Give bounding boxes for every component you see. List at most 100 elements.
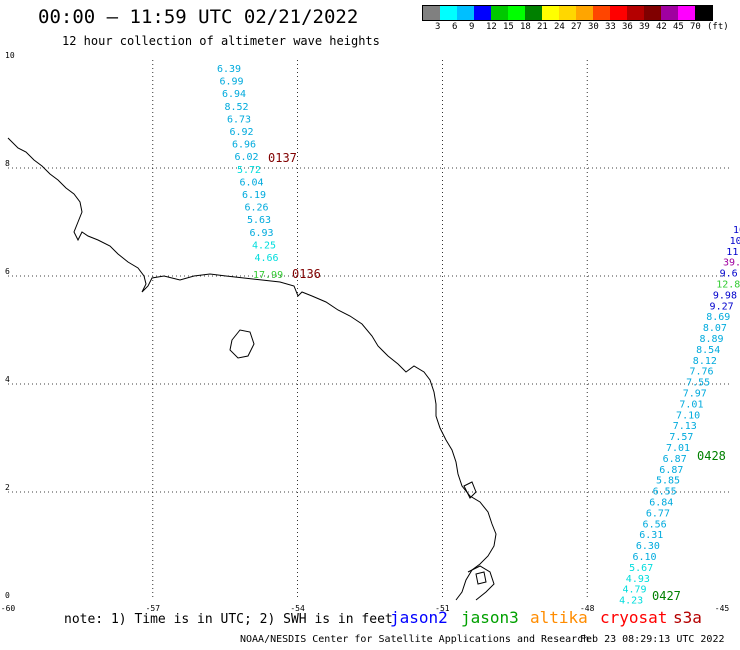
wave-height-value: 6.39	[217, 64, 241, 75]
pass-time-label: 0427	[652, 589, 681, 603]
wave-height-value: 7.97	[683, 389, 707, 400]
wave-height-value: 4.66	[255, 253, 279, 264]
wave-height-value: 8.12	[693, 356, 717, 367]
pass-time-label: 0428	[697, 449, 726, 463]
x-tick-label: -57	[146, 604, 161, 613]
legend-swatch	[627, 6, 644, 20]
wave-height-value: 7.01	[666, 443, 690, 454]
wave-height-value: 7.01	[679, 399, 703, 410]
y-tick-label: 0	[5, 591, 10, 600]
credit-text: NOAA/NESDIS Center for Satellite Applica…	[240, 634, 590, 645]
legend-swatch	[678, 6, 695, 20]
map-title: 00:00 – 11:59 UTC 02/21/2022	[38, 6, 359, 28]
legend-label: 6	[452, 22, 458, 32]
pass-time-label: 0137	[268, 151, 297, 165]
legend-label: 18	[520, 22, 531, 32]
wave-height-value: 7.76	[689, 367, 713, 378]
satellite-s3a-label: s3a	[673, 608, 702, 627]
legend-swatch	[576, 6, 593, 20]
legend-label: 42	[656, 22, 667, 32]
legend-label: 24	[554, 22, 565, 32]
legend-label: 15	[503, 22, 514, 32]
wave-height-value: 8.07	[703, 323, 727, 334]
wave-height-value: 11.	[726, 247, 740, 258]
wave-height-value: 4.93	[626, 574, 650, 585]
legend-swatch	[457, 6, 474, 20]
wave-height-value: 8.89	[700, 334, 724, 345]
wave-height-value: 6.73	[227, 114, 251, 125]
wave-height-value: 9.27	[710, 301, 734, 312]
wave-height-value: 6.96	[232, 140, 256, 151]
legend-swatch	[610, 6, 627, 20]
satellite-jason2-label: jason2	[390, 608, 448, 627]
pass-time-label: 0136	[292, 267, 321, 281]
wave-height-value: 6.87	[663, 454, 687, 465]
wave-height-value: 6.31	[639, 530, 663, 541]
wave-height-value: 4.25	[252, 240, 276, 251]
x-tick-label: -51	[435, 604, 450, 613]
y-tick-label: 2	[5, 483, 10, 492]
legend-swatch	[440, 6, 457, 20]
wave-height-value: 7.55	[686, 378, 710, 389]
legend-swatch	[542, 6, 559, 20]
color-legend	[422, 5, 713, 21]
legend-swatch	[559, 6, 576, 20]
wave-height-value: 9.6	[720, 269, 738, 280]
island	[463, 481, 477, 499]
legend-swatch	[423, 6, 440, 20]
wave-height-value: 8.54	[696, 345, 720, 356]
legend-label: (ft)	[707, 22, 729, 32]
legend-label: 27	[571, 22, 582, 32]
generated-timestamp: Feb 23 08:29:13 UTC 2022	[580, 634, 725, 645]
wave-height-value: 7.10	[676, 410, 700, 421]
wave-height-value: 7.13	[673, 421, 697, 432]
wave-height-value: 10	[730, 236, 740, 247]
wave-height-value: 4.23	[619, 596, 643, 607]
wave-height-value: 4.79	[622, 585, 646, 596]
coastline	[7, 137, 497, 601]
wave-height-value: 6.55	[653, 487, 677, 498]
wave-height-value: 6.02	[235, 152, 259, 163]
wave-height-value: 8.52	[225, 102, 249, 113]
x-tick-label: -48	[580, 604, 595, 613]
wave-height-value: 6.26	[245, 203, 269, 214]
map-subtitle: 12 hour collection of altimeter wave hei…	[62, 34, 380, 48]
legend-label: 3	[435, 22, 441, 32]
y-tick-label: 10	[5, 51, 15, 60]
legend-swatch	[695, 6, 712, 20]
wave-height-value: 6.77	[646, 508, 670, 519]
x-tick-label: -54	[290, 604, 305, 613]
legend-label: 21	[537, 22, 548, 32]
satellite-cryosat-label: cryosat	[600, 608, 668, 627]
legend-swatch	[661, 6, 678, 20]
legend-label: 33	[605, 22, 616, 32]
wave-height-value: 6.99	[220, 77, 244, 88]
legend-swatch	[593, 6, 610, 20]
satellite-jason3-label: jason3	[461, 608, 519, 627]
x-tick-label: -45	[715, 604, 730, 613]
legend-label: 30	[588, 22, 599, 32]
legend-swatch	[474, 6, 491, 20]
legend-label: 70	[690, 22, 701, 32]
wave-height-value: 6.19	[242, 190, 266, 201]
legend-swatch	[525, 6, 542, 20]
legend-label: 45	[673, 22, 684, 32]
coastline	[467, 565, 495, 601]
wave-height-value: 6.10	[633, 552, 657, 563]
wave-height-value: 7.57	[669, 432, 693, 443]
wave-height-value: 12.8	[716, 280, 740, 291]
wave-height-value: 6.30	[636, 541, 660, 552]
y-tick-label: 6	[5, 267, 10, 276]
wave-height-value: 5.63	[247, 215, 271, 226]
wave-height-value: 8.69	[706, 312, 730, 323]
legend-swatch	[508, 6, 525, 20]
wave-height-value: 5.67	[629, 563, 653, 574]
satellite-altika-label: altika	[530, 608, 588, 627]
y-tick-label: 4	[5, 375, 10, 384]
wave-height-value: 9.98	[713, 290, 737, 301]
legend-label: 12	[486, 22, 497, 32]
wave-height-value: 17.99	[253, 270, 283, 281]
wave-height-value: 6.56	[643, 519, 667, 530]
legend-label: 36	[622, 22, 633, 32]
